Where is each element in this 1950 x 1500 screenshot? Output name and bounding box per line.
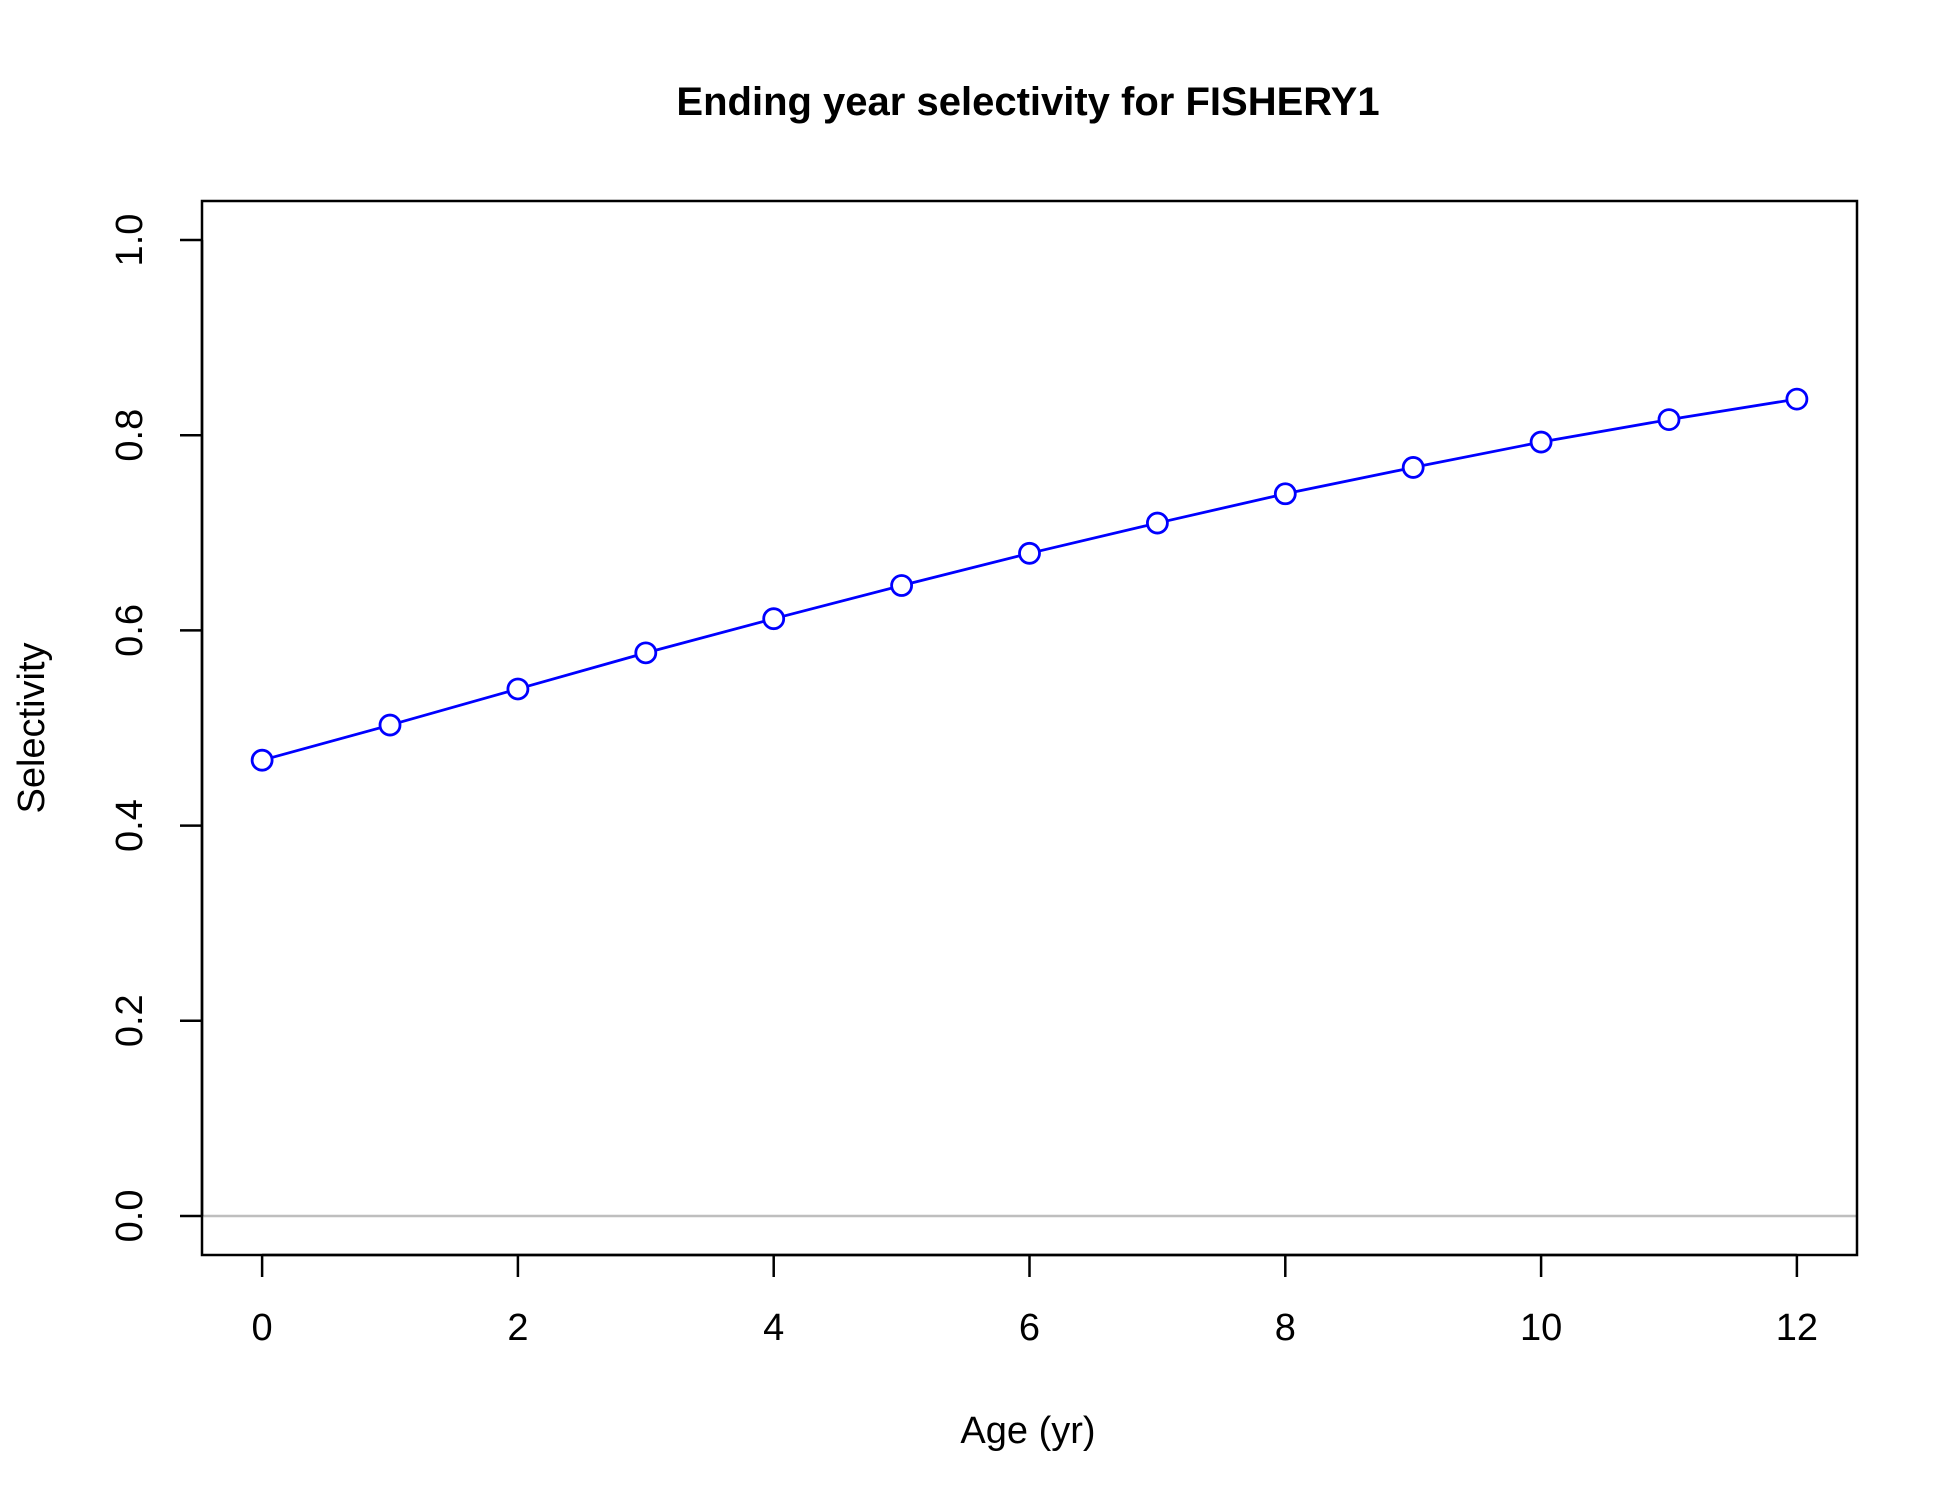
data-points xyxy=(250,387,1809,772)
y-tick-label: 0.8 xyxy=(109,409,151,462)
x-tick-label: 2 xyxy=(507,1307,528,1349)
x-tick-label: 6 xyxy=(1019,1307,1040,1349)
y-tick-label: 0.4 xyxy=(109,799,151,852)
selectivity-series-line xyxy=(261,397,1798,762)
y-axis-label: Selectivity xyxy=(11,642,53,813)
data-point xyxy=(1018,541,1041,565)
y-tick-label: 0.6 xyxy=(109,604,151,657)
data-point xyxy=(506,677,530,701)
data-point xyxy=(1401,456,1425,479)
x-axis: 0 2 4 6 8 10 12 xyxy=(252,1253,1818,1349)
data-point xyxy=(250,748,274,772)
y-tick-label: 1.0 xyxy=(109,214,151,267)
data-point xyxy=(634,641,658,665)
data-point xyxy=(1145,511,1169,535)
y-tick-label: 0.2 xyxy=(109,994,151,1047)
data-point xyxy=(890,574,914,597)
x-tick-label: 4 xyxy=(763,1307,784,1349)
plot-area xyxy=(202,387,1857,1218)
chart-title: Ending year selectivity for FISHERY1 xyxy=(676,80,1379,124)
data-point xyxy=(762,607,786,631)
data-point xyxy=(1529,430,1553,454)
plot-frame xyxy=(200,199,1859,1257)
x-tick-label: 10 xyxy=(1520,1307,1562,1349)
x-tick-label: 8 xyxy=(1275,1307,1296,1349)
data-point xyxy=(1657,408,1681,432)
y-ticks: 0.0 0.2 0.4 0.6 0.8 1.0 xyxy=(109,214,202,1243)
data-point xyxy=(378,713,402,737)
x-ticks: 0 2 4 6 8 10 12 xyxy=(252,1255,1818,1349)
x-axis-label: Age (yr) xyxy=(960,1410,1095,1452)
x-tick-label: 0 xyxy=(252,1307,273,1349)
data-point xyxy=(1785,387,1809,411)
y-tick-label: 0.0 xyxy=(109,1190,151,1243)
x-tick-label: 12 xyxy=(1776,1307,1818,1349)
y-axis: 0.0 0.2 0.4 0.6 0.8 1.0 xyxy=(109,214,204,1243)
data-point xyxy=(1273,482,1297,506)
